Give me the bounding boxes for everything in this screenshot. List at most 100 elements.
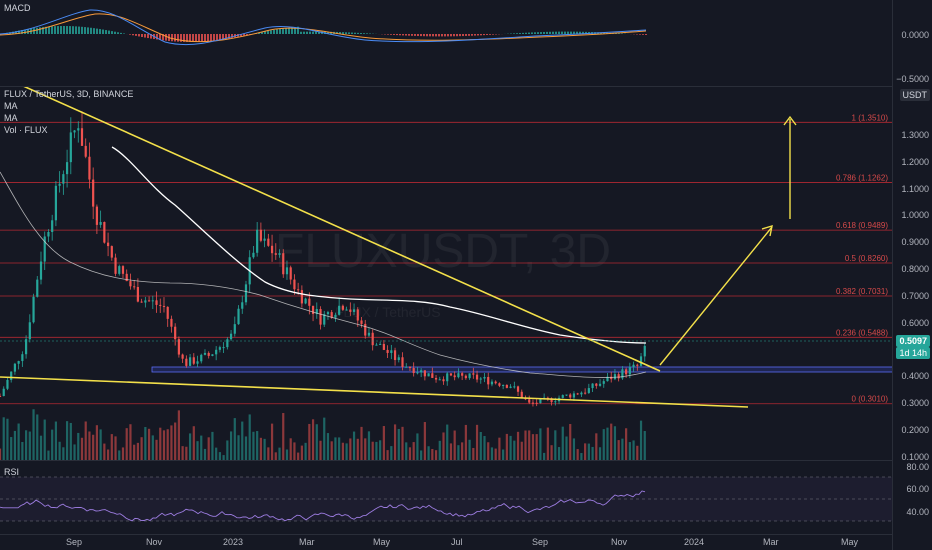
indicator-ma-1[interactable]: MA [4, 101, 18, 111]
candle-body [449, 373, 453, 376]
volume-bar [10, 437, 13, 460]
volume-bar [557, 447, 561, 460]
candle-body [2, 388, 5, 397]
macd-hist-bar [642, 34, 644, 35]
macd-hist-bar [225, 34, 227, 39]
macd-hist-bar [426, 34, 428, 37]
candle-body [461, 373, 464, 376]
fib-label: 1 (1.3510) [852, 113, 889, 122]
volume-bar [170, 425, 173, 460]
macd-hist-bar [441, 34, 443, 37]
macd-hist-bar [432, 34, 434, 37]
candle-body [509, 386, 512, 388]
volume-bar [155, 439, 158, 460]
macd-hist-bar [276, 29, 278, 34]
candle-body [285, 267, 289, 275]
macd-hist-bar [525, 32, 527, 34]
macd-hist-bar [78, 26, 80, 34]
volume-bar [110, 434, 113, 460]
macd-hist-bar [120, 32, 122, 34]
volume-bar [352, 431, 356, 460]
volume-bar [282, 413, 285, 460]
candle-body [118, 266, 121, 274]
fib-label: 0.5 (0.8260) [845, 254, 888, 263]
macd-hist-bar [579, 31, 581, 34]
macd-hist-bar [54, 26, 56, 34]
macd-hist-bar [183, 34, 185, 42]
macd-hist-bar [318, 31, 320, 34]
volume-bar [412, 442, 415, 460]
candle-body [21, 354, 24, 362]
volume-bar [591, 446, 594, 460]
candle-body [602, 381, 605, 384]
macd-hist-bar [450, 34, 452, 37]
candle-body [502, 384, 505, 386]
candle-body [550, 398, 553, 403]
macd-hist-bar [192, 34, 194, 42]
macd-hist-bar [351, 32, 353, 34]
macd-hist-bar [447, 34, 449, 37]
volume-bar [2, 417, 5, 460]
fib-label: 0.236 (0.5488) [836, 328, 888, 337]
macd-hist-bar [288, 27, 290, 34]
macd-hist-bar [423, 34, 425, 37]
candle-body [379, 343, 382, 345]
candle-body [125, 273, 128, 282]
macd-pane[interactable]: MACD [0, 0, 893, 86]
macd-hist-bar [177, 34, 179, 42]
macd-hist-bar [99, 29, 101, 34]
volume-bar [315, 424, 318, 460]
price-pane[interactable]: FLUXUSDT, 3D FLUX / TetherUS 1 (1.3510) 0… [0, 80, 894, 460]
currency-badge[interactable]: USDT [899, 89, 930, 101]
volume-bar [490, 447, 494, 460]
candle-body [114, 257, 117, 274]
macd-hist-bar [480, 34, 482, 36]
macd-hist-bar [123, 33, 125, 34]
volume-bar [99, 429, 102, 460]
macd-hist-bar [486, 34, 488, 35]
macd-hist-bar [246, 34, 248, 36]
macd-hist-bar [552, 31, 554, 34]
macd-hist-bar [39, 27, 41, 34]
candle-body [528, 399, 531, 403]
candle-body [323, 314, 326, 325]
indicator-volume[interactable]: Vol · FLUX [4, 125, 48, 135]
candle-body [84, 145, 87, 157]
volume-bar [207, 437, 210, 460]
rsi-pane[interactable]: RSI [0, 461, 893, 534]
volume-bar [367, 431, 371, 460]
macd-hist-bar [639, 34, 641, 35]
macd-hist-bar [279, 28, 281, 34]
indicator-ma-2[interactable]: MA [4, 113, 18, 123]
candles [0, 111, 646, 407]
candle-body [237, 308, 240, 325]
fib-label: 0 (0.3010) [852, 395, 889, 404]
volume-bar [203, 448, 207, 460]
candle-body [438, 379, 441, 381]
volume-bar [237, 435, 240, 460]
volume-bar [47, 450, 50, 460]
rsi-tick: 40.00 [906, 507, 929, 517]
volume-bar [364, 438, 367, 460]
macd-hist-bar [531, 32, 533, 34]
price-axis[interactable]: 0.0000 −0.5000 USDT 1.3000 1.2000 1.1000 1.… [892, 0, 932, 550]
macd-hist-bar [543, 31, 545, 34]
candle-body [151, 300, 154, 302]
volume-bar [114, 436, 117, 460]
candle-body [62, 174, 65, 184]
candle-body [334, 314, 337, 318]
candle-body [244, 284, 248, 303]
volume-bar [192, 426, 195, 460]
candle-body [535, 402, 538, 404]
candle-body [103, 222, 106, 243]
volume-bar [6, 418, 9, 460]
macd-line [0, 9, 647, 46]
candle-body [613, 374, 617, 380]
volume-bar [487, 442, 490, 460]
macd-hist-bar [42, 27, 44, 34]
macd-hist-bar [540, 32, 542, 34]
watermark-subtext: FLUX / TetherUS [335, 304, 441, 320]
volume-bar [572, 438, 576, 460]
candle-body [222, 347, 225, 349]
macd-hist-bar [174, 34, 176, 42]
